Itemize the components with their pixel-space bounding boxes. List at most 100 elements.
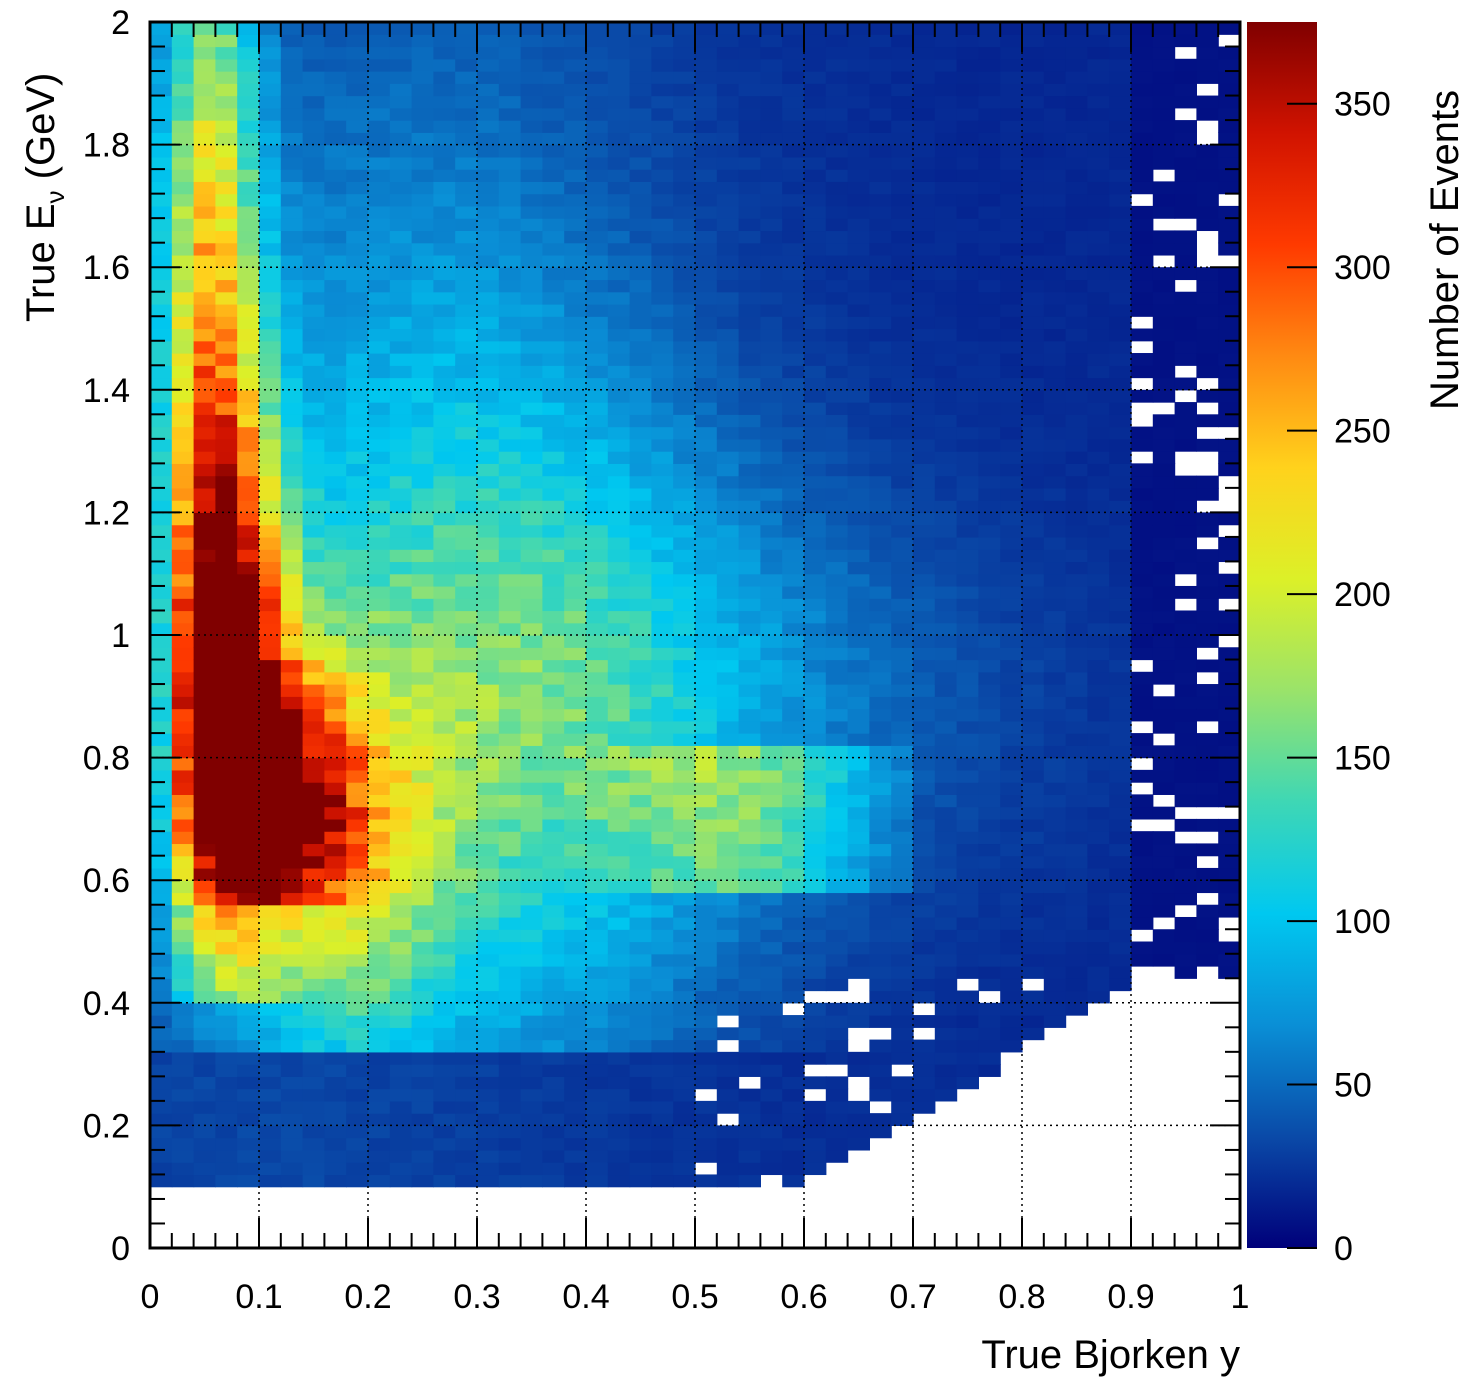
heatmap-cell: [498, 402, 522, 415]
heatmap-cell: [1131, 291, 1154, 305]
heatmap-cell: [520, 218, 543, 232]
heatmap-cell: [1174, 193, 1197, 207]
heatmap-cell: [586, 353, 609, 366]
heatmap-cell: [520, 328, 543, 342]
colorbar-tick-label: 250: [1334, 413, 1391, 451]
heatmap-cell: [1152, 843, 1176, 857]
heatmap-cell: [978, 843, 1001, 857]
heatmap-cell: [1022, 549, 1045, 563]
heatmap-cell: [586, 1088, 609, 1102]
heatmap-cell: [629, 880, 652, 894]
heatmap-cell: [869, 242, 892, 256]
heatmap-cell: [324, 536, 347, 550]
heatmap-cell: [477, 34, 500, 48]
heatmap-cell: [455, 279, 478, 293]
heatmap-cell: [695, 144, 718, 158]
heatmap-cell: [237, 1100, 260, 1114]
heatmap-cell: [564, 254, 587, 268]
heatmap-cell: [171, 978, 195, 992]
heatmap-cell: [629, 279, 652, 293]
heatmap-cell: [259, 1162, 282, 1176]
heatmap-cell: [629, 524, 652, 538]
heatmap-cell: [1065, 561, 1088, 575]
heatmap-cell: [1152, 500, 1176, 513]
heatmap-cell: [1152, 328, 1176, 342]
heatmap-cell: [433, 120, 456, 133]
heatmap-cell: [1152, 745, 1176, 759]
heatmap-cell: [237, 635, 260, 648]
heatmap-cell: [716, 353, 740, 366]
heatmap-cell: [259, 1100, 282, 1114]
heatmap-cell: [716, 1051, 740, 1065]
heatmap-cell: [564, 1064, 587, 1077]
heatmap-cell: [760, 708, 783, 722]
heatmap-cell: [1022, 328, 1045, 342]
heatmap-cell: [956, 83, 979, 97]
heatmap-cell: [956, 303, 979, 317]
heatmap-cell: [215, 573, 238, 587]
heatmap-cell: [564, 1027, 587, 1041]
heatmap-cell: [1065, 867, 1088, 881]
heatmap-cell: [891, 279, 914, 293]
heatmap-cell: [1196, 794, 1219, 808]
heatmap-cell: [934, 156, 958, 170]
heatmap-cell: [324, 990, 347, 1004]
heatmap-cell: [433, 1149, 456, 1163]
heatmap-cell: [280, 1113, 304, 1126]
heatmap-cell: [215, 144, 238, 158]
heatmap-cell: [346, 71, 369, 84]
heatmap-cell: [651, 524, 674, 538]
heatmap-cell: [215, 487, 238, 501]
heatmap-cell: [280, 867, 304, 881]
heatmap-cell: [389, 978, 413, 992]
heatmap-cell: [389, 156, 413, 170]
heatmap-cell: [978, 316, 1001, 330]
heatmap-cell: [1022, 1027, 1045, 1041]
heatmap-cell: [237, 757, 260, 771]
heatmap-cell: [651, 46, 674, 60]
heatmap-cell: [215, 500, 238, 513]
heatmap-cell: [1218, 843, 1240, 857]
heatmap-cell: [346, 500, 369, 513]
heatmap-cell: [411, 402, 434, 415]
heatmap-cell: [934, 831, 958, 845]
heatmap-cell: [498, 585, 522, 599]
heatmap-cell: [782, 880, 805, 894]
heatmap-cell: [564, 365, 587, 379]
heatmap-cell: [498, 769, 522, 783]
heatmap-cell: [324, 218, 347, 232]
heatmap-cell: [324, 598, 347, 612]
heatmap-cell: [716, 622, 740, 636]
heatmap-cell: [1087, 463, 1110, 477]
heatmap-cell: [1218, 169, 1240, 182]
heatmap-cell: [1065, 720, 1088, 734]
heatmap-cell: [825, 1039, 849, 1053]
heatmap-cell: [455, 941, 478, 955]
heatmap-cell: [1174, 120, 1197, 133]
heatmap-cell: [629, 1076, 652, 1090]
heatmap-cell: [869, 1076, 892, 1090]
heatmap-cell: [368, 916, 391, 930]
heatmap-cell: [193, 156, 216, 170]
heatmap-cell: [978, 757, 1001, 771]
heatmap-cell: [586, 389, 609, 403]
heatmap-cell: [346, 242, 369, 256]
heatmap-cell: [956, 242, 979, 256]
heatmap-cell: [346, 365, 369, 379]
heatmap-cell: [259, 733, 282, 746]
heatmap-cell: [978, 475, 1001, 489]
colorbar-tick-label: 350: [1334, 86, 1391, 124]
heatmap-cell: [215, 1015, 238, 1028]
heatmap-cell: [1022, 144, 1045, 158]
heatmap-cell: [1131, 267, 1154, 281]
heatmap-cell: [673, 156, 696, 170]
heatmap-cell: [934, 95, 958, 109]
heatmap-cell: [542, 782, 565, 795]
heatmap-cell: [498, 966, 522, 979]
heatmap-cell: [1109, 500, 1132, 513]
heatmap-cell: [760, 181, 783, 195]
heatmap-cell: [673, 610, 696, 624]
heatmap-cell: [302, 916, 325, 930]
heatmap-cell: [193, 990, 216, 1004]
